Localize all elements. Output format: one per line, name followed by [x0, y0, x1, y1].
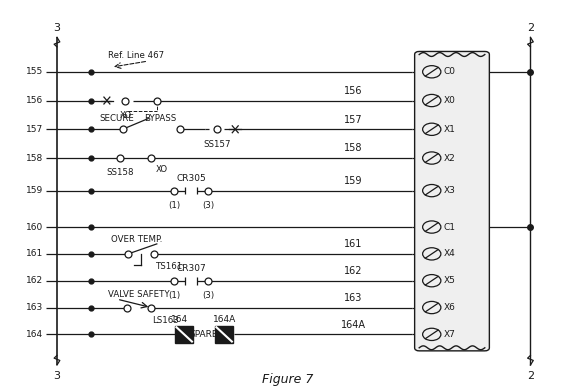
Text: X0: X0	[444, 96, 456, 105]
Text: X3: X3	[444, 186, 456, 195]
Text: SS157: SS157	[203, 140, 231, 149]
Text: 164A: 164A	[213, 315, 236, 324]
Text: X6: X6	[444, 303, 456, 312]
Text: 161: 161	[25, 249, 43, 258]
Text: OVER TEMP.: OVER TEMP.	[111, 235, 162, 244]
Text: BYPASS: BYPASS	[144, 114, 176, 123]
Text: TS161: TS161	[156, 262, 183, 271]
Text: 2: 2	[527, 23, 534, 34]
Text: XO: XO	[120, 111, 132, 120]
Text: 157: 157	[344, 115, 363, 125]
FancyBboxPatch shape	[415, 51, 490, 351]
Text: (1): (1)	[168, 291, 180, 300]
Text: 161: 161	[344, 239, 363, 249]
Text: 162: 162	[25, 276, 43, 285]
Text: X4: X4	[444, 249, 456, 258]
Text: 164: 164	[171, 315, 188, 324]
Text: X1: X1	[444, 125, 456, 134]
Text: Figure 7: Figure 7	[262, 373, 314, 386]
Text: 163: 163	[344, 293, 363, 303]
Text: SECURE: SECURE	[100, 114, 135, 123]
Text: C0: C0	[444, 67, 456, 76]
Text: X5: X5	[444, 276, 456, 285]
Text: 158: 158	[344, 144, 363, 153]
Text: 156: 156	[344, 86, 363, 96]
Text: 3: 3	[54, 23, 60, 34]
Text: CR307: CR307	[176, 264, 206, 273]
Polygon shape	[215, 326, 233, 343]
Text: 157: 157	[25, 125, 43, 134]
Polygon shape	[175, 326, 194, 343]
Text: 160: 160	[25, 223, 43, 232]
Text: (1): (1)	[168, 200, 180, 209]
Text: XO: XO	[156, 165, 168, 174]
Text: C1: C1	[444, 223, 456, 232]
Text: SPARE: SPARE	[190, 330, 218, 339]
Text: Ref. Line 467: Ref. Line 467	[108, 51, 164, 60]
Text: 158: 158	[25, 154, 43, 163]
Text: X7: X7	[444, 330, 456, 339]
Text: 163: 163	[25, 303, 43, 312]
Text: LS163: LS163	[152, 316, 179, 325]
Text: 2: 2	[527, 371, 534, 381]
Text: 164: 164	[25, 330, 43, 339]
Text: 156: 156	[25, 96, 43, 105]
Text: 155: 155	[25, 67, 43, 76]
Text: 159: 159	[25, 186, 43, 195]
Text: 164A: 164A	[341, 320, 366, 330]
Text: 162: 162	[344, 266, 363, 276]
Text: (3): (3)	[202, 200, 214, 209]
Text: 3: 3	[54, 371, 60, 381]
Text: CR305: CR305	[176, 174, 206, 183]
Text: (3): (3)	[202, 291, 214, 300]
Text: VALVE SAFETY: VALVE SAFETY	[108, 290, 170, 299]
Text: 159: 159	[344, 176, 363, 186]
Text: SS158: SS158	[106, 168, 134, 177]
Text: X2: X2	[444, 154, 456, 163]
